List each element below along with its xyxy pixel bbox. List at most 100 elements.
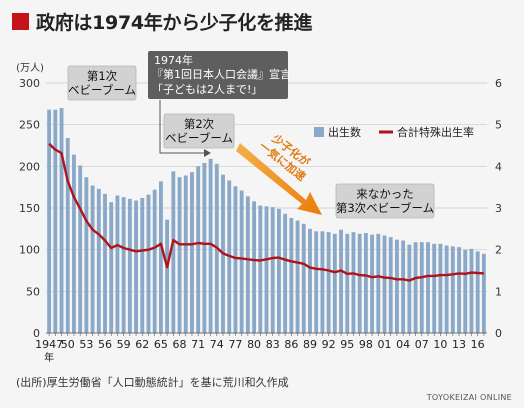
birth-bar — [140, 198, 145, 333]
birth-bar — [165, 219, 170, 333]
birth-bar — [190, 172, 194, 333]
y-left-tick-label: 200 — [19, 160, 40, 173]
birth-bar — [320, 231, 325, 333]
legend-label-rate: 合計特殊出生率 — [397, 125, 474, 139]
birth-bar — [339, 229, 343, 333]
x-first-suffix: 年 — [44, 351, 54, 364]
x-tick-label: 65 — [154, 338, 168, 351]
birth-bar — [264, 206, 269, 333]
y-right-tick-label: 0 — [495, 327, 502, 340]
x-tick-label: 95 — [340, 338, 354, 351]
y-left-tick-label: 150 — [19, 202, 40, 215]
x-tick-label: 83 — [266, 338, 280, 351]
birth-bar — [96, 188, 101, 333]
birth-bar — [426, 242, 430, 333]
birth-bar — [252, 201, 257, 333]
birth-bar — [283, 213, 288, 333]
y-left-tick-label: 100 — [19, 244, 40, 257]
boom1-label: 第1次 — [87, 69, 118, 83]
declaration-arrowhead — [204, 149, 211, 157]
x-tick-label: 1947 — [35, 338, 63, 351]
boom2-callout — [163, 113, 235, 149]
birth-bar — [475, 251, 480, 333]
publisher-credit: TOYOKEIZAI ONLINE — [426, 393, 512, 402]
birth-bar — [413, 242, 418, 333]
birth-bar — [53, 109, 58, 334]
birth-bar — [295, 220, 300, 333]
birth-bar — [432, 243, 437, 333]
birth-bar — [258, 205, 263, 333]
birth-bar — [326, 232, 331, 333]
source-note: (出所)厚生労働省「人口動態統計」を基に荒川和久作成 — [16, 376, 289, 389]
declaration-callout — [148, 51, 288, 99]
birth-bar — [146, 194, 151, 333]
boom2-label: 第2次 — [184, 117, 215, 131]
boom3-callout — [335, 183, 435, 219]
x-tick-label: 80 — [247, 338, 261, 351]
birth-bar — [152, 189, 157, 333]
birth-bar — [363, 233, 368, 333]
birth-bar — [239, 190, 244, 333]
y-left-tick-label: 250 — [19, 119, 40, 132]
birth-bar — [158, 181, 163, 333]
x-tick-label: 62 — [135, 338, 149, 351]
boom2-label: ベビーブーム — [165, 131, 233, 145]
fertility-rate-line — [48, 142, 484, 282]
birth-bar — [450, 246, 455, 333]
birth-bar — [308, 228, 312, 333]
birth-bar — [202, 163, 207, 333]
x-tick-label: 74 — [210, 338, 224, 351]
x-tick-label: 53 — [79, 338, 93, 351]
declaration-year: 1974年 — [154, 53, 193, 67]
birth-bar — [84, 177, 89, 333]
x-tick-label: 89 — [303, 338, 317, 351]
page-title: 政府は1974年から少子化を推進 — [36, 11, 313, 34]
declaration-leader — [159, 100, 204, 154]
birth-bar — [134, 200, 138, 333]
birth-bar — [376, 233, 381, 333]
birth-bar — [177, 177, 182, 333]
birth-bar — [47, 109, 52, 334]
y-left-unit-label: (万人) — [16, 62, 44, 74]
birth-bar — [481, 253, 486, 333]
y-left-tick-label: 0 — [33, 327, 40, 340]
birth-bar — [388, 237, 393, 333]
birth-bar — [301, 223, 306, 333]
legend-swatch-births — [314, 127, 324, 137]
birth-bar — [382, 235, 387, 333]
birth-bar — [72, 154, 76, 333]
acceleration-arrow — [236, 143, 322, 215]
x-tick-label: 98 — [359, 338, 373, 351]
x-tick-label: 92 — [322, 338, 336, 351]
x-tick-label: 86 — [284, 338, 298, 351]
birth-bar — [65, 138, 70, 333]
x-tick-label: 50 — [61, 338, 75, 351]
birth-bar — [407, 244, 412, 333]
legend-label-births: 出生数 — [328, 125, 361, 139]
boom1-callout — [67, 65, 137, 101]
birth-bar — [395, 239, 399, 333]
x-tick-label: 71 — [191, 338, 205, 351]
y-left-tick-label: 50 — [26, 285, 40, 298]
birth-bar — [90, 185, 95, 333]
birth-bar — [457, 247, 461, 333]
birth-bar — [463, 249, 468, 333]
birth-bar — [370, 234, 375, 333]
birth-bar — [208, 158, 213, 333]
birth-bar — [103, 193, 107, 333]
title-marker — [12, 12, 29, 30]
birth-bar — [121, 197, 126, 333]
birth-bar — [245, 196, 250, 333]
birth-bar — [59, 108, 64, 333]
birth-bar — [270, 207, 275, 333]
boom3-label: 来なかった — [356, 187, 414, 201]
birth-bar — [276, 208, 281, 333]
birth-bar — [171, 171, 176, 333]
birth-bar — [419, 242, 424, 333]
x-tick-label: 68 — [173, 338, 187, 351]
x-tick-label: 59 — [117, 338, 131, 351]
birth-bar — [469, 248, 474, 333]
x-tick-label: 07 — [415, 338, 429, 351]
